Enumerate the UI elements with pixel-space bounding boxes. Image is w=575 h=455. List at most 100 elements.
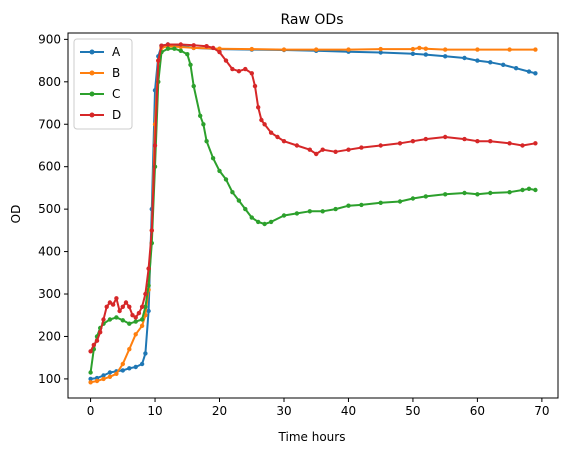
data-point	[281, 213, 287, 218]
data-point	[410, 46, 416, 52]
data-point	[333, 149, 338, 154]
data-point	[94, 378, 100, 384]
legend-marker-B	[89, 70, 95, 76]
data-point	[101, 317, 106, 322]
data-point	[423, 52, 428, 57]
data-point	[256, 219, 261, 225]
data-point	[423, 136, 428, 142]
chart-title: Raw ODs	[281, 12, 344, 28]
data-point	[249, 71, 254, 76]
data-point	[88, 376, 93, 382]
data-point	[275, 134, 280, 140]
data-point	[475, 58, 480, 63]
data-point	[475, 139, 480, 144]
data-point	[146, 266, 151, 271]
data-point	[501, 62, 506, 67]
y-tick-label: 800	[38, 75, 61, 89]
data-point	[139, 317, 145, 322]
data-point	[526, 69, 532, 74]
data-point	[526, 186, 532, 191]
data-point	[120, 318, 126, 323]
data-point	[346, 47, 351, 52]
data-point	[333, 206, 338, 212]
legend-marker-A	[89, 49, 95, 55]
data-point	[423, 194, 428, 199]
data-point	[243, 66, 248, 72]
data-point	[101, 373, 106, 378]
y-tick-label: 100	[38, 372, 61, 386]
data-point	[410, 51, 416, 56]
data-point	[259, 117, 264, 123]
y-tick-label: 200	[38, 329, 61, 343]
data-point	[143, 351, 148, 356]
data-point	[204, 139, 209, 144]
data-point	[127, 321, 132, 326]
data-point	[294, 143, 300, 148]
series-layer	[88, 42, 538, 385]
data-point	[110, 302, 116, 307]
data-point	[443, 134, 448, 140]
data-point	[172, 46, 177, 51]
data-point	[307, 209, 312, 214]
data-point	[230, 190, 235, 195]
data-point	[507, 47, 512, 52]
y-tick-label: 300	[38, 287, 61, 301]
legend-label-B: B	[112, 66, 120, 80]
data-point	[217, 46, 222, 51]
x-axis: 0 10 20 30 40 50 60 70	[87, 398, 550, 418]
data-point	[423, 46, 428, 51]
data-point	[165, 42, 171, 47]
data-point	[88, 370, 93, 375]
data-point	[201, 122, 206, 127]
x-tick-label: 30	[276, 404, 291, 418]
legend-label-A: A	[112, 45, 121, 59]
data-point	[462, 190, 467, 196]
data-point	[143, 304, 148, 309]
data-point	[107, 300, 113, 305]
data-point	[107, 374, 113, 379]
x-tick-label: 50	[405, 404, 420, 418]
data-point	[320, 209, 325, 214]
data-point	[149, 228, 154, 233]
data-point	[462, 55, 467, 61]
data-point	[101, 376, 106, 382]
data-point	[346, 203, 351, 208]
data-point	[230, 66, 235, 72]
data-point	[188, 62, 193, 67]
data-point	[117, 308, 122, 314]
data-point	[104, 304, 109, 309]
data-point	[156, 58, 161, 63]
x-tick-label: 70	[534, 404, 549, 418]
data-point	[513, 66, 519, 71]
data-point	[114, 371, 119, 376]
data-point	[133, 364, 138, 370]
data-point	[378, 50, 383, 55]
data-point	[378, 46, 383, 52]
data-point	[320, 147, 325, 152]
data-point	[410, 139, 416, 144]
data-point	[443, 47, 448, 52]
data-point	[98, 330, 103, 335]
data-point	[488, 139, 493, 144]
data-point	[210, 45, 216, 51]
data-point	[507, 190, 512, 195]
data-point	[252, 83, 258, 89]
x-tick-label: 20	[212, 404, 227, 418]
data-point	[443, 192, 448, 197]
data-point	[520, 187, 525, 193]
y-tick-label: 900	[38, 32, 61, 46]
y-tick-label: 600	[38, 160, 61, 174]
data-point	[107, 370, 113, 375]
data-point	[443, 54, 448, 59]
data-point	[146, 308, 151, 314]
y-tick-label: 500	[38, 202, 61, 216]
data-point	[139, 304, 145, 309]
data-point	[191, 43, 196, 48]
data-point	[91, 342, 97, 348]
data-point	[475, 192, 480, 197]
legend-marker-C	[89, 91, 95, 97]
data-point	[268, 219, 274, 225]
x-tick-label: 60	[470, 404, 485, 418]
